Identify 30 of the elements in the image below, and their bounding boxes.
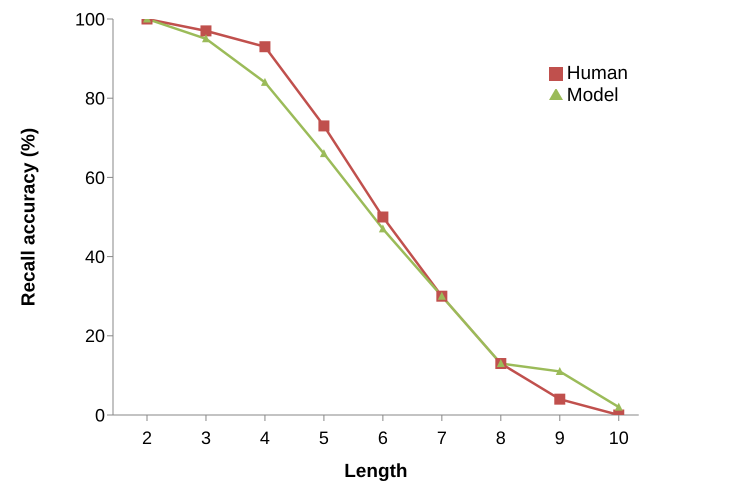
x-tick-label: 2 bbox=[142, 428, 152, 448]
x-tick-label: 9 bbox=[554, 428, 565, 448]
y-tick-label: 60 bbox=[84, 168, 105, 188]
x-tick-label: 5 bbox=[318, 428, 329, 448]
y-axis-title: Recall accuracy (%) bbox=[18, 128, 40, 306]
point bbox=[378, 224, 387, 232]
point bbox=[614, 402, 623, 411]
point bbox=[554, 394, 566, 405]
y-tick-label: 40 bbox=[84, 246, 105, 267]
y-tick-label: 100 bbox=[74, 9, 105, 30]
legend-label: Human bbox=[566, 63, 628, 84]
point bbox=[200, 25, 212, 36]
x-tick-label: 4 bbox=[260, 428, 270, 448]
x-tick-label: 3 bbox=[200, 428, 211, 448]
y-tick-label: 20 bbox=[84, 326, 105, 346]
point bbox=[259, 41, 270, 52]
y-tick-label: 0 bbox=[94, 405, 105, 426]
point bbox=[320, 149, 328, 158]
point bbox=[260, 78, 269, 86]
point bbox=[556, 366, 564, 375]
point bbox=[202, 34, 210, 42]
y-tick-label: 80 bbox=[84, 88, 105, 109]
x-axis-title: Length bbox=[344, 461, 408, 482]
x-tick-label: 7 bbox=[436, 428, 447, 448]
x-tick-label: 6 bbox=[378, 428, 388, 448]
legend-label: Model bbox=[566, 85, 618, 106]
x-tick-label: 8 bbox=[496, 428, 506, 448]
point bbox=[318, 120, 330, 132]
x-tick-label: 10 bbox=[608, 428, 629, 448]
point bbox=[377, 212, 388, 222]
